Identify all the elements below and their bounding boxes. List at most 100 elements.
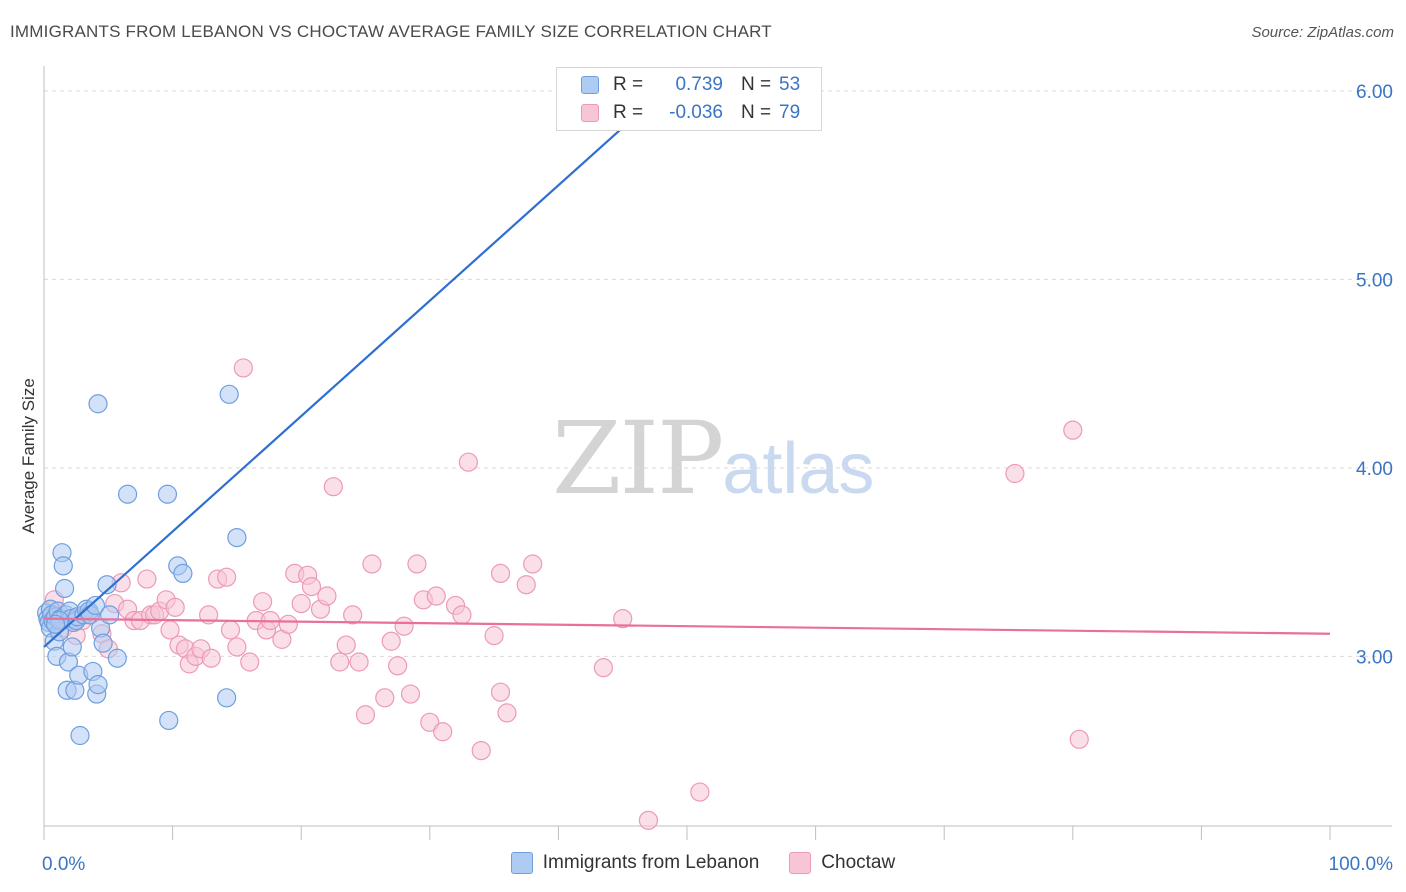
lebanon-point	[219, 384, 239, 404]
legend-item-choctaw[interactable]: Choctaw	[789, 852, 895, 874]
r-value: 0.739	[675, 74, 723, 95]
choctaw-point	[1063, 420, 1083, 440]
lebanon-point	[85, 595, 106, 616]
choctaw-point	[497, 703, 517, 723]
choctaw-point	[388, 656, 408, 676]
n-value: 53	[779, 74, 801, 95]
lebanon-point	[99, 605, 120, 625]
choctaw-point	[484, 626, 504, 646]
source-label: Source: ZipAtlas.com	[1251, 24, 1394, 41]
choctaw-point	[523, 554, 543, 574]
n-value: 79	[779, 102, 801, 123]
choctaw-point	[490, 682, 511, 702]
lebanon-point	[54, 578, 75, 599]
choctaw-point	[330, 652, 350, 672]
choctaw-point	[199, 605, 219, 625]
choctaw-point	[613, 609, 633, 629]
choctaw-point	[240, 652, 260, 672]
series-legend: Immigrants from Lebanon Choctaw	[0, 852, 1406, 874]
choctaw-point	[420, 712, 440, 732]
lebanon-point	[159, 710, 179, 731]
choctaw-point	[394, 616, 414, 636]
choctaw-point	[355, 705, 376, 725]
choctaw-point	[317, 586, 337, 606]
choctaw-point	[490, 563, 511, 584]
choctaw-point	[278, 614, 298, 634]
y-axis-label: Average Family Size	[19, 378, 38, 534]
lebanon-points	[36, 77, 594, 746]
lebanon-point	[217, 688, 237, 708]
choctaw-point	[220, 620, 241, 640]
legend-row-choctaw: R = -0.036 N = 79	[581, 100, 800, 126]
choctaw-point	[407, 554, 427, 574]
choctaw-legend-swatch	[789, 852, 812, 874]
y-tick-label: 4.00	[1356, 459, 1393, 480]
choctaw-point	[471, 740, 491, 761]
choctaw-points	[40, 358, 1089, 830]
choctaw-point	[1069, 729, 1089, 749]
correlation-legend: R = 0.739 N = 53 R = -0.036 N = 79	[556, 67, 822, 131]
legend-row-lebanon: R = 0.739 N = 53	[581, 72, 800, 98]
choctaw-point	[516, 575, 536, 595]
x-tick-label: 0.0%	[42, 854, 85, 875]
choctaw-point	[233, 358, 253, 378]
n-label: N =	[741, 74, 772, 95]
choctaw-point	[137, 569, 157, 589]
choctaw-point	[433, 722, 453, 742]
trend-lines	[43, 80, 1331, 648]
lebanon-legend-label: Immigrants from Lebanon	[542, 852, 760, 873]
choctaw-point	[638, 810, 659, 830]
choctaw-legend-label: Choctaw	[821, 852, 896, 873]
lebanon-point	[157, 484, 178, 504]
choctaw-point	[343, 605, 363, 625]
r-value: -0.036	[669, 102, 723, 123]
choctaw-point	[1005, 463, 1025, 484]
tick-labels: 3.00 4.00 5.00 6.00 0.0% 100.0% Average Family…	[19, 82, 1393, 875]
chart-title: IMMIGRANTS FROM LEBANON VS CHOCTAW AVERA…	[10, 22, 772, 41]
choctaw-point	[400, 684, 421, 704]
choctaw-point	[452, 605, 472, 625]
choctaw-point	[458, 452, 478, 472]
choctaw-swatch	[581, 104, 599, 122]
choctaw-point	[323, 477, 343, 497]
choctaw-point	[349, 652, 369, 672]
lebanon-point	[53, 556, 73, 576]
choctaw-point	[301, 577, 322, 597]
choctaw-point	[227, 637, 247, 657]
lebanon-point	[227, 527, 247, 548]
lebanon-point	[62, 637, 82, 657]
lebanon-trend-line	[43, 80, 675, 648]
axis-layer	[43, 66, 1392, 840]
y-tick-label: 6.00	[1356, 82, 1393, 103]
choctaw-point	[593, 658, 614, 678]
choctaw-point	[426, 586, 446, 606]
choctaw-point	[375, 688, 395, 708]
choctaw-point	[291, 593, 311, 614]
lebanon-point	[88, 394, 108, 414]
choctaw-trend-line	[43, 617, 1331, 635]
lebanon-point	[93, 633, 113, 653]
y-tick-label: 3.00	[1356, 647, 1393, 668]
legend-item-lebanon[interactable]: Immigrants from Lebanon	[510, 852, 760, 874]
r-label: R =	[613, 102, 644, 123]
choctaw-point	[165, 597, 185, 617]
choctaw-point	[217, 567, 237, 587]
choctaw-point	[362, 554, 382, 574]
x-tick-label: 100.0%	[1329, 854, 1394, 875]
choctaw-point	[381, 631, 401, 651]
y-tick-label: 5.00	[1356, 270, 1393, 291]
lebanon-point	[173, 563, 193, 584]
lebanon-point	[117, 484, 138, 504]
choctaw-point	[253, 592, 273, 612]
lebanon-point	[70, 725, 90, 746]
choctaw-point	[690, 782, 710, 802]
lebanon-swatch	[581, 76, 599, 94]
r-label: R =	[613, 74, 644, 95]
lebanon-point	[88, 675, 108, 695]
choctaw-point	[201, 648, 221, 668]
n-label: N =	[741, 102, 772, 123]
lebanon-point	[107, 648, 127, 668]
lebanon-point	[97, 575, 117, 595]
choctaw-point	[336, 635, 356, 655]
